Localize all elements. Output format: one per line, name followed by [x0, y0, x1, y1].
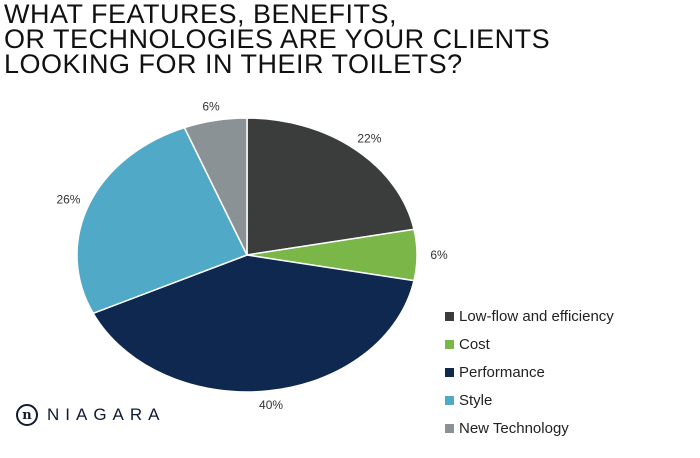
pie-slice-performance [92, 254, 415, 393]
legend-item: New Technology [445, 414, 614, 442]
legend-swatch [445, 311, 454, 321]
legend-label: Cost [459, 335, 490, 353]
legend-swatch [445, 395, 454, 405]
legend-label: New Technology [459, 419, 569, 437]
legend-swatch [445, 367, 454, 377]
legend-item: Cost [445, 330, 614, 358]
chart-title: WHAT FEATURES, BENEFITS, OR TECHNOLOGIES… [4, 0, 551, 79]
legend-item: Style [445, 386, 614, 414]
legend-label: Performance [459, 363, 545, 381]
data-label: 40% [259, 398, 283, 412]
legend-item: Low-flow and efficiency [445, 302, 614, 330]
pie-slice-low-flow-and-efficiency [246, 117, 415, 256]
pie-slice-new-technology [183, 117, 248, 256]
legend-swatch [445, 339, 454, 349]
legend-label: Low-flow and efficiency [459, 307, 614, 325]
data-label: 6% [202, 100, 220, 114]
legend-item: Performance [445, 358, 614, 386]
data-label: 26% [56, 192, 80, 206]
niagara-logo-icon: n [16, 404, 38, 426]
legend-swatch [445, 423, 454, 433]
data-label: 6% [430, 248, 448, 262]
logo-wordmark: NIAGARA [47, 405, 166, 424]
legend: Low-flow and efficiency Cost Performance St… [445, 302, 614, 442]
legend-label: Style [459, 391, 493, 409]
pie-slice-style [76, 126, 249, 315]
niagara-logo: n NIAGARA [16, 404, 166, 426]
data-label: 22% [357, 132, 381, 146]
